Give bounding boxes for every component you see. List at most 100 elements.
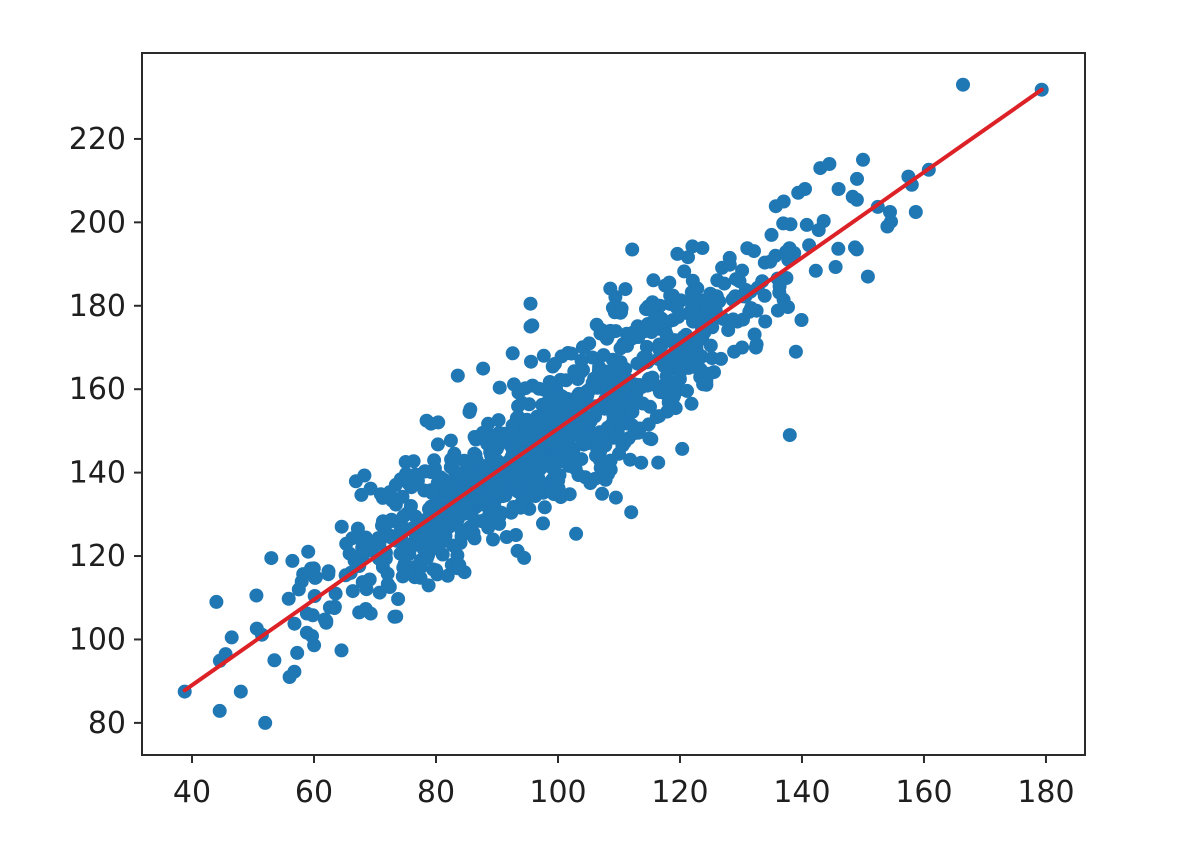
- data-point: [319, 615, 334, 630]
- y-tick-label: 140: [69, 456, 126, 491]
- data-point: [675, 441, 690, 456]
- data-point: [523, 296, 538, 311]
- data-point: [634, 455, 649, 470]
- data-point: [685, 273, 700, 288]
- data-point: [430, 437, 445, 452]
- data-point: [476, 361, 491, 376]
- y-tick-label: 160: [69, 372, 126, 407]
- y-tick-label: 100: [69, 622, 126, 657]
- data-point: [291, 582, 306, 597]
- data-point: [403, 499, 418, 513]
- data-point: [413, 570, 428, 585]
- data-point: [209, 594, 224, 609]
- data-point: [691, 361, 706, 376]
- data-point: [264, 551, 279, 566]
- data-point: [680, 383, 694, 398]
- data-point: [635, 396, 650, 411]
- data-point: [641, 417, 656, 432]
- data-point: [646, 273, 661, 288]
- data-point: [744, 301, 759, 316]
- data-point: [281, 591, 296, 606]
- x-tick-label: 100: [529, 775, 586, 810]
- data-point: [671, 309, 686, 324]
- data-point: [768, 248, 783, 263]
- data-point: [518, 381, 533, 396]
- data-point: [446, 538, 461, 553]
- data-point: [486, 532, 500, 547]
- data-point: [673, 365, 687, 380]
- data-point: [566, 451, 581, 466]
- data-point: [849, 192, 864, 207]
- data-point: [447, 453, 462, 467]
- data-point: [290, 645, 305, 660]
- data-point: [573, 365, 588, 379]
- y-tick-label: 120: [69, 539, 126, 574]
- data-point: [345, 584, 360, 599]
- data-point: [794, 313, 809, 327]
- data-point: [514, 471, 528, 486]
- data-point: [637, 324, 652, 339]
- data-point: [496, 489, 510, 504]
- data-point: [537, 500, 552, 515]
- data-point: [779, 271, 794, 285]
- data-point: [524, 354, 538, 369]
- data-point: [224, 630, 239, 645]
- data-point: [808, 263, 823, 278]
- data-point: [601, 467, 615, 482]
- data-point: [542, 375, 557, 389]
- data-point: [956, 77, 970, 92]
- data-point: [607, 354, 622, 368]
- data-point: [880, 219, 895, 234]
- data-point: [798, 182, 812, 196]
- data-point: [799, 217, 814, 232]
- data-point: [546, 487, 561, 502]
- data-point: [721, 323, 736, 338]
- data-point: [848, 240, 862, 255]
- data-point: [372, 536, 387, 551]
- data-point: [427, 453, 442, 468]
- data-point: [436, 472, 451, 487]
- data-point: [684, 396, 699, 411]
- data-point: [581, 410, 596, 425]
- data-point: [831, 182, 846, 196]
- y-tick-label: 220: [69, 122, 126, 157]
- data-point: [536, 348, 551, 363]
- data-point: [459, 495, 474, 510]
- data-point: [822, 157, 837, 171]
- data-point: [715, 260, 730, 275]
- data-point: [398, 455, 413, 469]
- data-point: [662, 275, 677, 290]
- data-point: [624, 505, 639, 520]
- data-point: [490, 439, 505, 454]
- data-point: [625, 404, 640, 419]
- data-point: [391, 592, 406, 606]
- data-point: [564, 346, 579, 361]
- data-point: [617, 435, 632, 450]
- data-point: [425, 486, 440, 501]
- data-point: [631, 425, 646, 440]
- data-point: [560, 397, 575, 412]
- data-point: [860, 269, 875, 284]
- data-point: [363, 606, 378, 621]
- data-point: [702, 366, 717, 381]
- data-point: [334, 519, 349, 534]
- data-point: [420, 551, 434, 566]
- data-point: [522, 397, 537, 412]
- data-point: [395, 489, 410, 504]
- data-point: [770, 303, 785, 318]
- data-point: [663, 288, 678, 303]
- data-point: [304, 561, 318, 576]
- data-point: [545, 406, 560, 421]
- data-point: [212, 703, 227, 718]
- data-point: [651, 455, 666, 470]
- data-point: [908, 205, 923, 219]
- data-point: [467, 430, 482, 444]
- data-point: [389, 609, 404, 624]
- data-point: [587, 371, 602, 386]
- data-point: [608, 490, 623, 505]
- data-point: [589, 448, 603, 463]
- data-point: [575, 434, 590, 449]
- data-point: [687, 350, 702, 365]
